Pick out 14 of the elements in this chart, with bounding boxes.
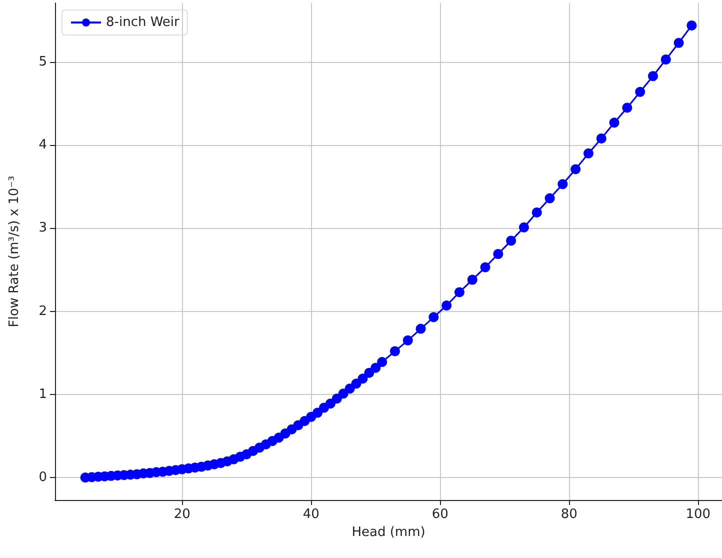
y-tick-label: 0	[38, 470, 47, 486]
x-tick-label: 20	[174, 507, 190, 522]
y-tick-label: 3	[38, 220, 47, 236]
y-tick-label: 4	[38, 138, 47, 153]
y-tick-label: 1	[38, 386, 47, 402]
x-tick-label: 60	[432, 507, 448, 522]
x-axis-title: Head (mm)	[352, 525, 426, 540]
x-tick-label: 80	[560, 507, 578, 522]
y-tick-label: 5	[38, 54, 47, 70]
x-tick-label: 100	[686, 507, 711, 522]
y-axis-title: Flow Rate (m³/s) x 10⁻³	[7, 176, 22, 328]
y-tick-label: 2	[38, 304, 47, 319]
x-tick-label: 40	[302, 507, 320, 522]
legend-label: 8-inch Weir	[106, 15, 180, 30]
